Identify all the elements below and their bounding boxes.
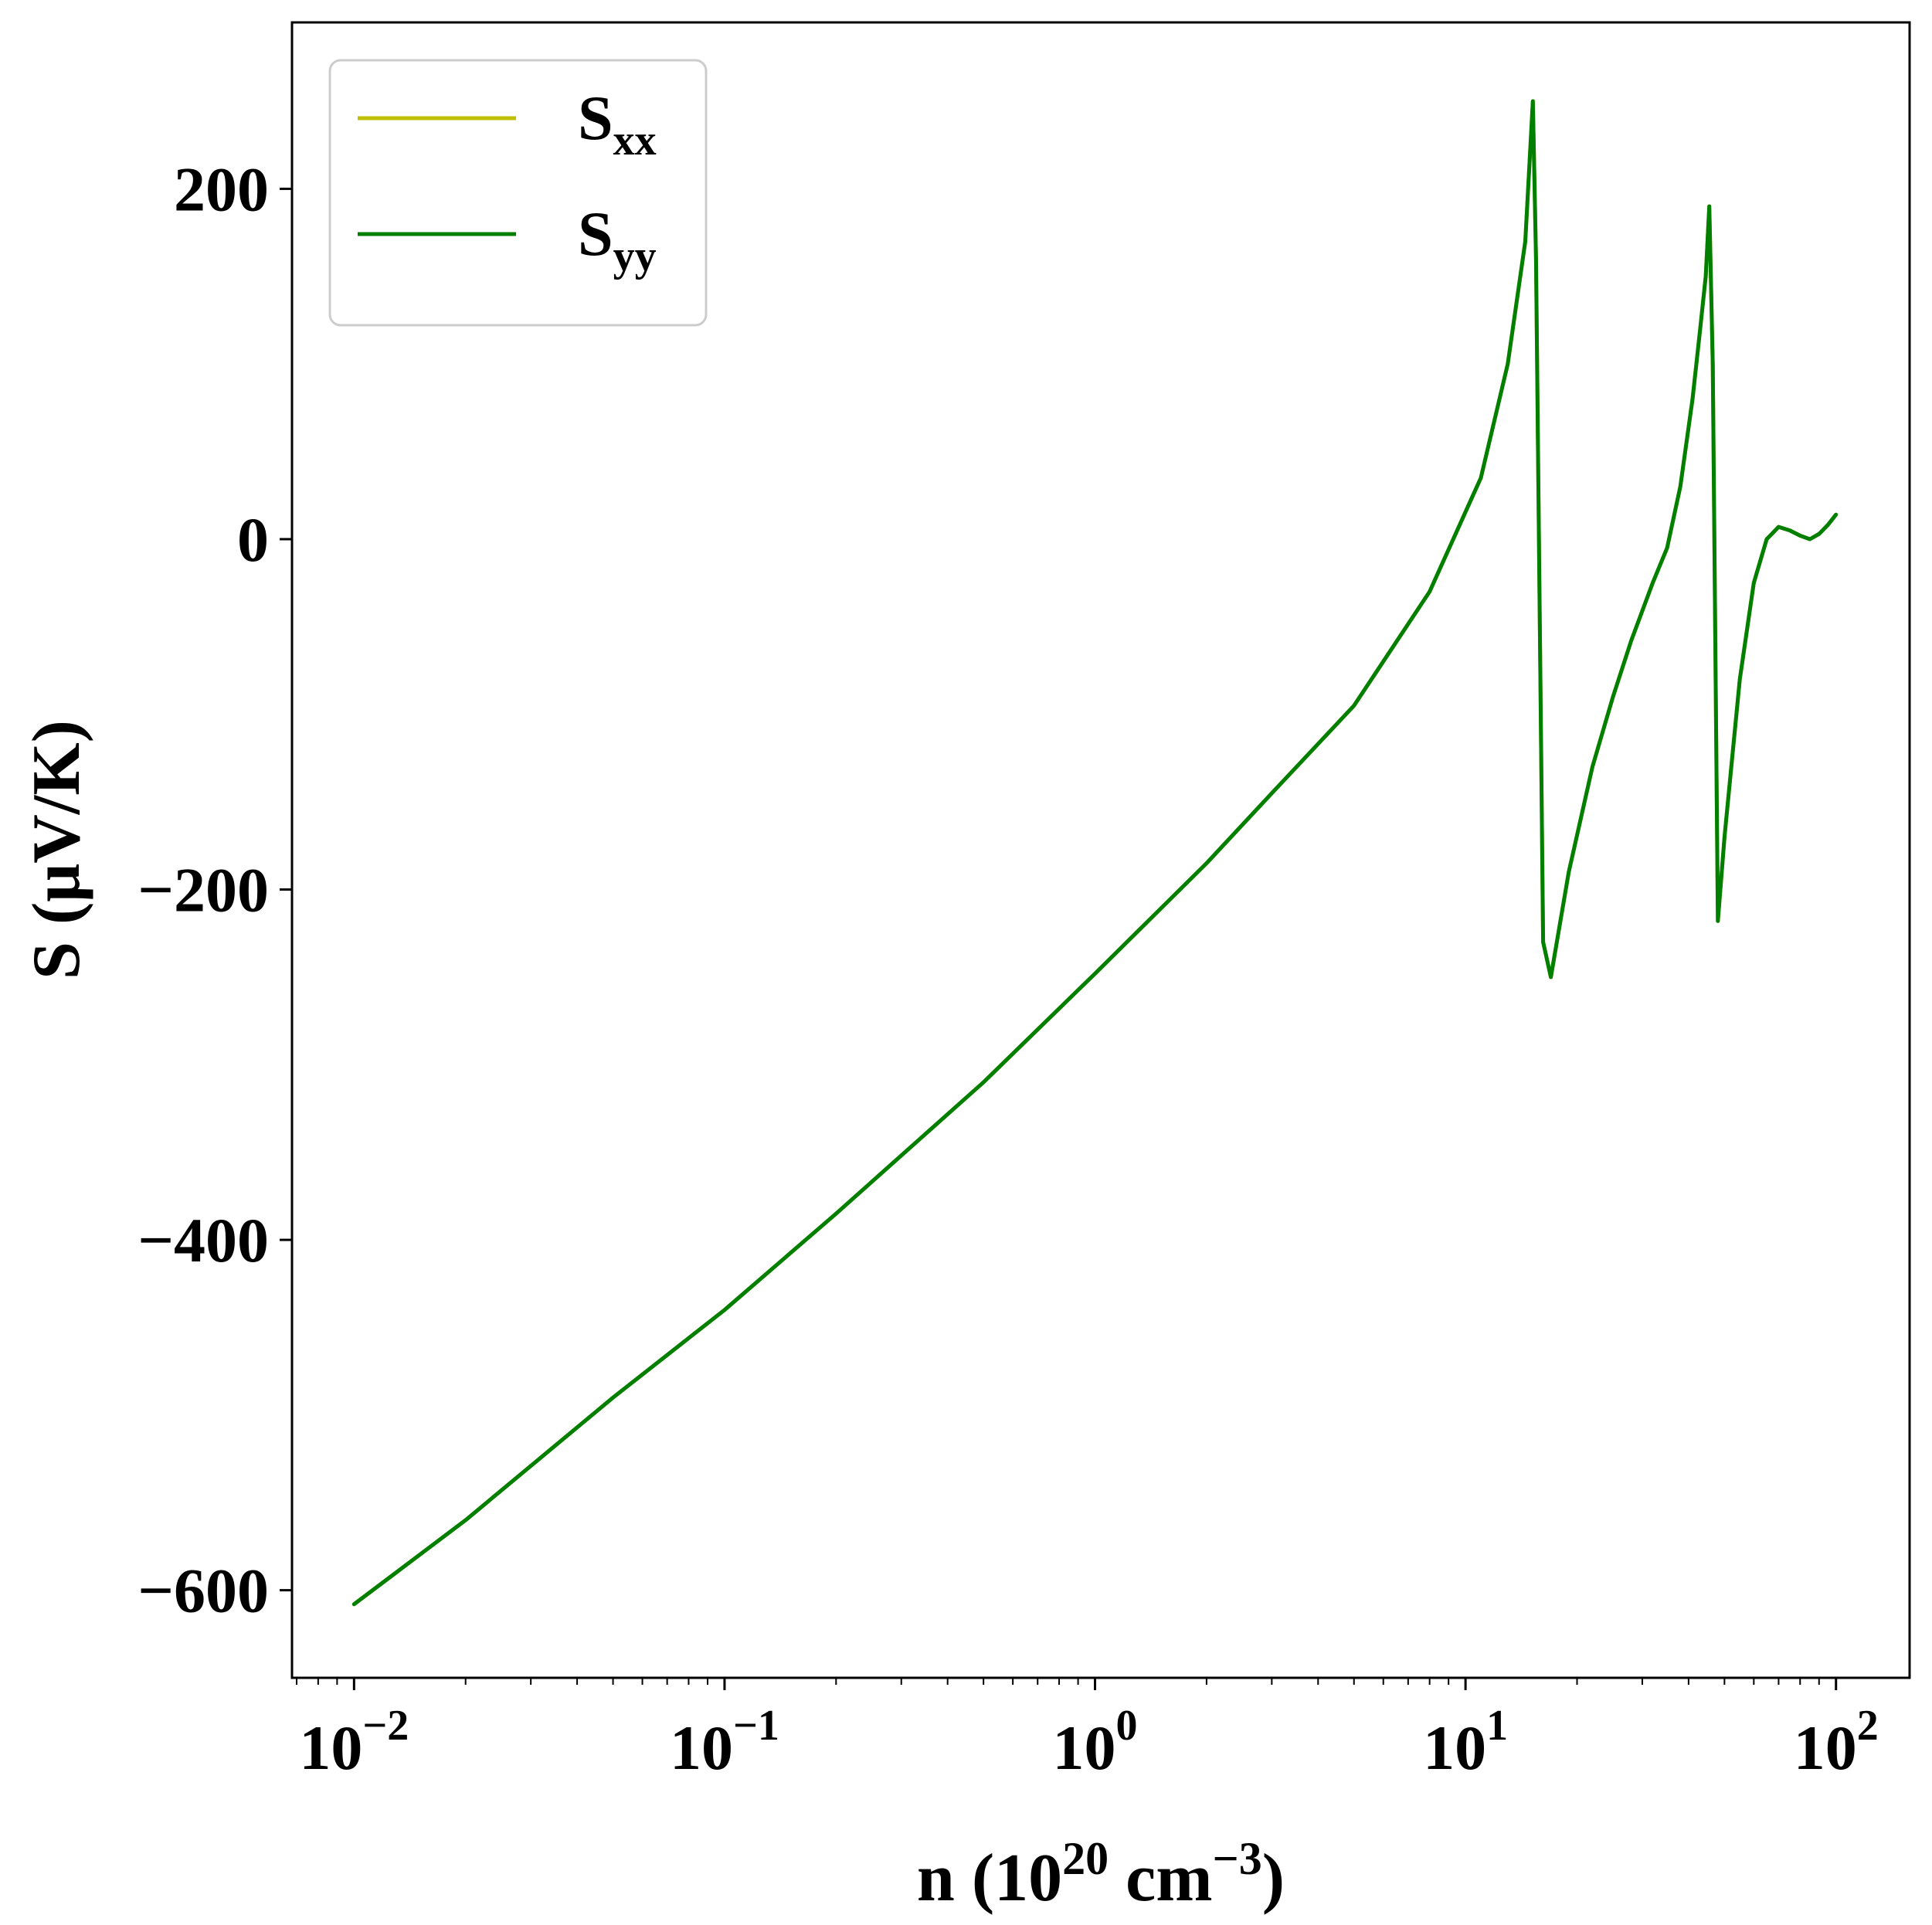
x-axis-label: n (1020 cm−3) bbox=[917, 1833, 1285, 1916]
series-line-syy bbox=[351, 99, 1839, 1607]
x-tick-label-0: 10−2 bbox=[299, 1702, 409, 1783]
x-tick-label-base-2: 10 bbox=[1053, 1713, 1116, 1783]
x-tick-label-base-1: 10 bbox=[670, 1713, 733, 1783]
y-axis-label: S (μV/K) bbox=[19, 720, 94, 979]
x-tick-label-4: 102 bbox=[1794, 1702, 1879, 1783]
series-layer bbox=[351, 99, 1839, 1607]
x-tick-label-exp-4: 2 bbox=[1857, 1702, 1879, 1750]
x-tick-label-base-4: 10 bbox=[1794, 1713, 1857, 1783]
x-tick-label-3: 101 bbox=[1423, 1702, 1508, 1783]
legend-label-syy-main: S bbox=[578, 199, 613, 269]
y-tick-label-2: −200 bbox=[138, 855, 269, 925]
y-tick-label-0: 200 bbox=[174, 154, 269, 224]
legend-label-syy-sub: yy bbox=[613, 233, 657, 280]
legend-box bbox=[328, 59, 708, 327]
y-tick-label-3: −400 bbox=[138, 1205, 269, 1275]
x-tick-label-2: 100 bbox=[1053, 1702, 1138, 1783]
x-tick-label-base-0: 10 bbox=[299, 1713, 362, 1783]
x-tick-label-exp-3: 1 bbox=[1486, 1702, 1508, 1750]
x-axis-label-end: ) bbox=[1262, 1841, 1285, 1916]
x-tick-label-exp-0: −2 bbox=[362, 1702, 409, 1750]
y-tick-label-4: −600 bbox=[138, 1556, 269, 1626]
x-tick-label-exp-2: 0 bbox=[1116, 1702, 1138, 1750]
legend-label-sxx: Sxx bbox=[578, 83, 657, 165]
x-axis-label-exp1: 20 bbox=[1062, 1833, 1109, 1884]
legend-label-sxx-main: S bbox=[578, 83, 613, 153]
x-tick-label-base-3: 10 bbox=[1423, 1713, 1486, 1783]
y-tick-label-1: 0 bbox=[237, 504, 269, 575]
legend-label-sxx-sub: xx bbox=[613, 117, 657, 165]
x-axis-label-mid: cm bbox=[1109, 1841, 1212, 1916]
plot-frame bbox=[290, 21, 1911, 1679]
x-tick-label-1: 10−1 bbox=[670, 1702, 779, 1783]
x-axis-label-exp2: −3 bbox=[1213, 1833, 1262, 1884]
x-tick-label-exp-1: −1 bbox=[733, 1702, 779, 1750]
x-axis-label-main: n (10 bbox=[917, 1841, 1062, 1916]
legend: Sxx Syy bbox=[328, 59, 708, 327]
legend-label-syy: Syy bbox=[578, 199, 657, 280]
